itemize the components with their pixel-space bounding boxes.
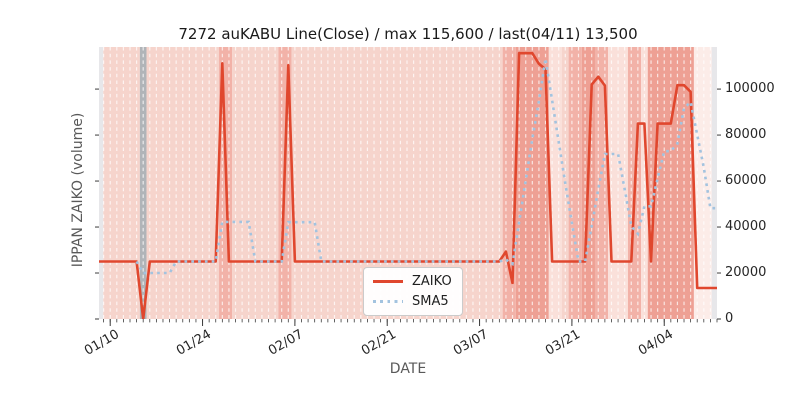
legend-label-zaiko: ZAIKO	[412, 274, 452, 289]
day-band-xpale	[693, 47, 712, 319]
sma5-line-sample-icon	[373, 300, 403, 303]
plot-canvas	[99, 47, 717, 319]
day-band-medium	[568, 47, 582, 319]
day-band-base	[103, 47, 140, 319]
y-tick-label: 80000	[725, 127, 767, 143]
y-axis-label: IPPAN ZAIKO (volume)	[70, 112, 86, 268]
y-tick-label: 60000	[725, 173, 767, 189]
legend-entry-sma5: SMA5	[373, 294, 452, 309]
y-tick-label: 40000	[725, 219, 767, 235]
y-tick-label: 0	[725, 311, 734, 326]
y-tick-label: 100000	[725, 81, 775, 97]
day-band-edge	[99, 47, 104, 319]
chart-title: 7272 auKABU Line(Close) / max 115,600 / …	[178, 25, 638, 43]
zaiko-line-sample-icon	[373, 280, 403, 283]
sma5-line	[135, 58, 717, 275]
legend: ZAIKO SMA5	[363, 267, 463, 316]
x-axis-label: DATE	[389, 361, 427, 377]
y-tick-label: 20000	[725, 265, 767, 280]
day-band-edge	[711, 47, 717, 319]
legend-label-sma5: SMA5	[412, 294, 449, 309]
legend-entry-zaiko: ZAIKO	[373, 274, 452, 289]
